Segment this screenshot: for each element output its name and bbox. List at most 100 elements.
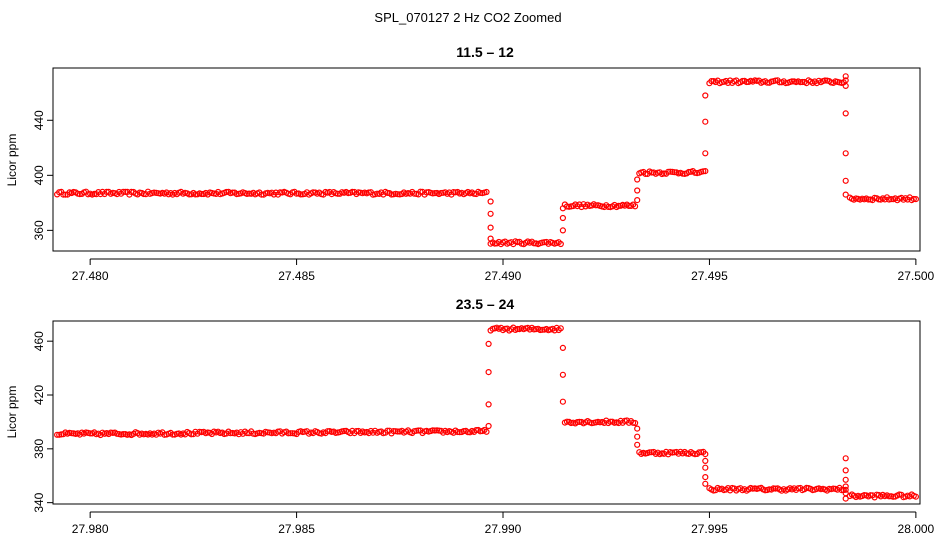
data-point xyxy=(285,430,292,437)
data-point xyxy=(646,449,653,456)
data-point xyxy=(702,150,709,157)
data-point xyxy=(559,344,567,351)
data-point xyxy=(702,457,709,464)
chart-title: 11.5 – 12 xyxy=(456,44,514,60)
data-point xyxy=(842,495,849,502)
data-point xyxy=(634,197,641,204)
data-point xyxy=(487,210,494,217)
y-axis: 340 380 420 460 xyxy=(32,331,54,513)
data-point xyxy=(557,325,564,332)
data-point xyxy=(634,441,641,448)
data-point xyxy=(665,168,672,175)
data-point xyxy=(607,418,614,425)
y-tick-label: 440 xyxy=(32,110,46,130)
figure-suptitle: SPL_070127 2 Hz CO2 Zoomed xyxy=(374,10,561,25)
x-tick-label: 27.990 xyxy=(485,522,522,536)
data-point xyxy=(559,227,567,234)
data-point xyxy=(473,427,480,434)
data-point xyxy=(530,240,538,247)
x-tick-label: 27.980 xyxy=(72,522,109,536)
data-point xyxy=(341,427,348,435)
data-point xyxy=(374,190,381,197)
data-point xyxy=(559,214,567,222)
y-tick-label: 420 xyxy=(32,385,46,405)
data-point xyxy=(324,428,331,435)
x-axis: 27.980 27.985 27.990 27.995 28.000 xyxy=(72,511,935,536)
data-points xyxy=(53,73,920,248)
data-points xyxy=(53,324,920,502)
data-point xyxy=(487,198,494,205)
y-tick-label: 360 xyxy=(32,220,46,240)
data-point xyxy=(631,419,639,427)
chart-title: 23.5 – 24 xyxy=(456,296,515,312)
data-point xyxy=(631,203,639,210)
data-point xyxy=(120,188,127,195)
data-point xyxy=(865,196,872,203)
data-point xyxy=(460,428,467,435)
data-point xyxy=(770,485,777,492)
data-point xyxy=(875,196,882,203)
y-axis-label: Licor ppm xyxy=(5,386,19,439)
x-tick-label: 27.480 xyxy=(72,269,109,283)
data-point xyxy=(842,467,849,474)
plot-frame xyxy=(52,320,921,505)
chart-panel-top: 11.5 – 12 Licor ppm 27.480 27.485 27.490 27… xyxy=(5,44,935,283)
data-point xyxy=(198,190,205,198)
data-point xyxy=(227,430,234,437)
data-point xyxy=(559,398,567,405)
data-point xyxy=(431,190,438,197)
data-point xyxy=(842,150,849,157)
data-point xyxy=(574,419,581,426)
data-point xyxy=(87,430,94,437)
data-point xyxy=(394,428,401,435)
x-axis: 27.480 27.485 27.490 27.495 27.500 xyxy=(72,258,935,283)
data-point xyxy=(438,189,445,197)
data-point xyxy=(277,189,284,196)
x-tick-label: 27.995 xyxy=(691,522,728,536)
data-point xyxy=(910,195,917,203)
data-point xyxy=(702,464,709,471)
data-point xyxy=(429,427,436,434)
data-point xyxy=(559,205,567,212)
x-tick-label: 27.500 xyxy=(898,269,935,283)
y-tick-label: 460 xyxy=(32,331,46,351)
data-point xyxy=(417,188,424,195)
data-point xyxy=(702,168,709,175)
data-point xyxy=(788,78,796,85)
x-tick-label: 28.000 xyxy=(898,522,935,536)
data-point xyxy=(912,493,920,500)
data-point xyxy=(702,480,709,487)
data-point xyxy=(557,240,564,248)
data-point xyxy=(485,422,492,430)
data-point xyxy=(394,191,401,198)
data-point xyxy=(464,429,471,436)
data-point xyxy=(821,77,829,84)
data-point xyxy=(483,188,490,196)
y-tick-label: 340 xyxy=(32,492,46,512)
data-point xyxy=(702,92,709,99)
data-point xyxy=(615,202,622,209)
data-point xyxy=(454,428,461,436)
data-point xyxy=(192,191,199,198)
data-point xyxy=(384,427,391,434)
plot-frame xyxy=(52,67,921,252)
data-point xyxy=(885,493,893,500)
data-point xyxy=(223,188,230,196)
data-point xyxy=(60,191,67,198)
data-point xyxy=(390,428,397,435)
data-point xyxy=(487,235,494,242)
x-tick-label: 27.485 xyxy=(278,269,315,283)
data-point xyxy=(695,449,703,456)
data-point xyxy=(634,187,641,194)
data-point xyxy=(743,78,750,86)
data-point xyxy=(842,110,849,117)
data-point xyxy=(53,431,61,438)
x-tick-label: 27.495 xyxy=(691,269,728,283)
data-point xyxy=(411,190,418,197)
data-point xyxy=(559,371,567,378)
data-point xyxy=(842,73,849,80)
y-tick-label: 380 xyxy=(32,438,46,458)
data-point xyxy=(485,340,492,347)
data-point xyxy=(246,190,253,197)
data-point xyxy=(388,191,395,198)
